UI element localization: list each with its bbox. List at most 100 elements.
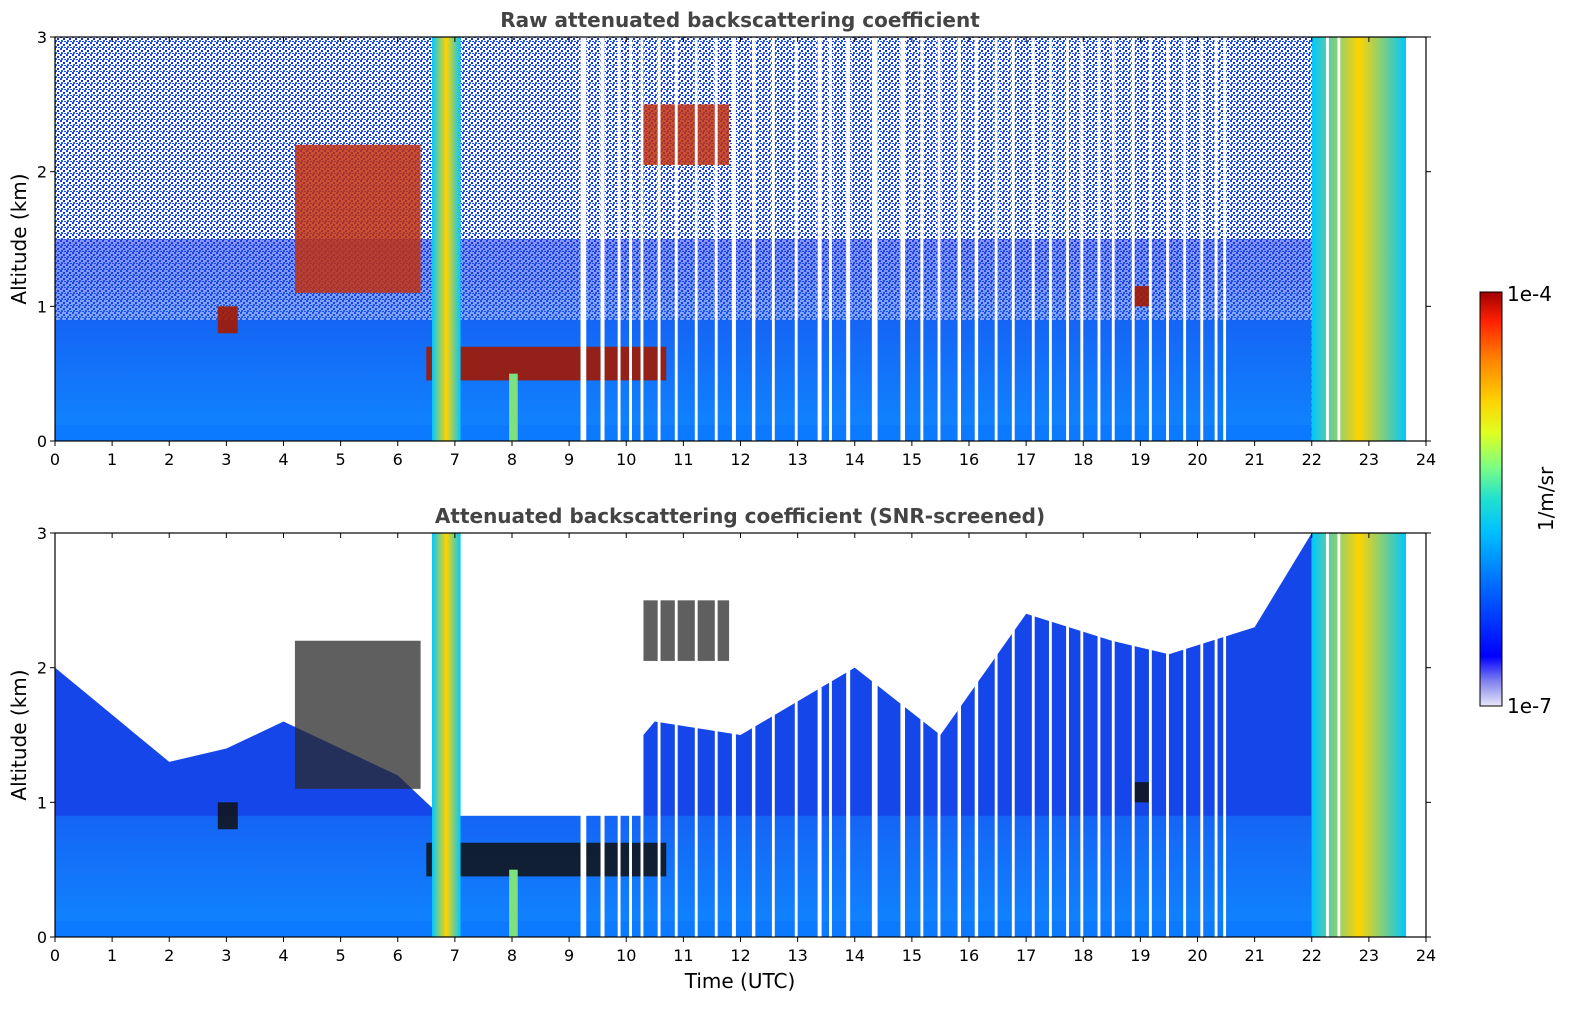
missing-data-band	[1183, 37, 1187, 441]
missing-data-band	[640, 533, 644, 937]
x-tick-label: 9	[564, 946, 574, 965]
aerosol-layer	[294, 640, 421, 789]
missing-data-band	[1131, 37, 1135, 441]
x-tick-label: 22	[1302, 946, 1322, 965]
x-tick-label: 18	[1073, 450, 1093, 469]
missing-data-band	[1066, 37, 1069, 441]
missing-data-band	[846, 533, 851, 937]
missing-data-band	[629, 37, 632, 441]
colorbar-gradient	[1479, 291, 1503, 707]
x-tick-label: 19	[1130, 946, 1150, 965]
snr-screened-panel: Attenuated backscattering coefficient (S…	[7, 504, 1436, 993]
missing-data-band	[674, 37, 678, 441]
y-tick-label: 1	[37, 297, 47, 316]
missing-data-band	[771, 37, 775, 441]
y-tick-label: 0	[37, 432, 47, 451]
x-tick-label: 2	[164, 450, 174, 469]
x-tick-label: 13	[787, 450, 807, 469]
missing-data-band	[600, 37, 605, 441]
x-axis-ticks: 0 1 2 3 4 5 6 7 8 9 10 11 12 13 14 15 16 17 18 19 20 21 22 23 24	[50, 37, 1436, 469]
missing-data-band	[900, 533, 906, 937]
x-tick-label: 18	[1073, 946, 1093, 965]
missing-data-band	[920, 533, 924, 937]
x-tick-label: 16	[959, 946, 979, 965]
y-tick-label: 2	[37, 163, 47, 182]
missing-data-band	[580, 37, 587, 441]
x-tick-label: 3	[221, 946, 231, 965]
y-tick-label: 3	[37, 524, 47, 543]
missing-data-band	[1111, 37, 1115, 441]
x-tick-label: 4	[278, 946, 288, 965]
missing-data-band	[714, 37, 718, 441]
missing-data-band	[994, 533, 998, 937]
missing-data-band	[937, 533, 941, 937]
precipitation	[432, 533, 461, 937]
x-tick-label: 21	[1244, 450, 1264, 469]
missing-data-band	[1097, 533, 1101, 937]
x-tick-label: 6	[393, 946, 403, 965]
missing-data-band	[871, 37, 878, 441]
x-tick-label: 4	[278, 450, 288, 469]
cloud	[1131, 286, 1152, 307]
missing-data-band	[1406, 37, 1426, 441]
x-tick-label: 14	[845, 450, 865, 469]
aerosol-layer	[294, 144, 421, 293]
missing-data-band	[1166, 533, 1169, 937]
missing-data-band	[974, 533, 979, 937]
missing-data-band	[1406, 533, 1426, 937]
cloud	[1131, 782, 1152, 803]
low-cloud	[426, 842, 667, 877]
x-tick-label: 19	[1130, 450, 1150, 469]
panel-title-raw: Raw attenuated backscattering coefficien…	[500, 8, 980, 32]
missing-data-band	[1183, 533, 1187, 937]
missing-data-band	[1011, 37, 1015, 441]
precipitation-streak	[509, 373, 518, 441]
missing-data-band	[794, 533, 798, 937]
x-tick-label: 23	[1359, 450, 1379, 469]
raw-heatmap	[55, 37, 1426, 441]
missing-data-band	[1066, 533, 1069, 937]
missing-data-band	[751, 533, 756, 937]
x-tick-label: 16	[959, 450, 979, 469]
missing-data-band	[657, 533, 661, 937]
x-tick-label: 0	[50, 946, 60, 965]
missing-data-band	[1223, 37, 1227, 441]
x-tick-label: 2	[164, 946, 174, 965]
missing-data-band	[731, 37, 736, 441]
x-tick-label: 3	[221, 450, 231, 469]
missing-data-band	[1031, 533, 1035, 937]
y-tick-label: 2	[37, 659, 47, 678]
x-tick-label: 6	[393, 450, 403, 469]
boundary-layer	[55, 319, 1312, 441]
missing-data-band	[1214, 37, 1218, 441]
precipitation	[432, 37, 461, 441]
y-axis-ticks: 0 1 2 3	[37, 28, 1431, 451]
missing-data-band	[657, 37, 661, 441]
missing-data-band	[771, 533, 775, 937]
missing-data-band	[1080, 533, 1084, 937]
colorbar: 1e-4 1e-7 1/m/sr	[1479, 282, 1558, 718]
missing-data-band	[1031, 37, 1035, 441]
missing-data-band	[974, 37, 979, 441]
missing-data-band	[957, 533, 962, 937]
x-tick-label: 20	[1187, 450, 1207, 469]
missing-data-band	[1326, 533, 1329, 937]
y-axis-label: Altitude (km)	[7, 669, 31, 800]
missing-data-band	[640, 37, 644, 441]
missing-data-band	[900, 37, 906, 441]
missing-data-band	[1214, 533, 1218, 937]
missing-data-band	[817, 37, 822, 441]
x-tick-label: 13	[787, 946, 807, 965]
x-tick-label: 9	[564, 450, 574, 469]
missing-data-band	[817, 533, 822, 937]
missing-data-band	[1200, 37, 1204, 441]
missing-data-band	[829, 37, 832, 441]
x-tick-label: 12	[730, 450, 750, 469]
missing-data-band	[629, 533, 632, 937]
x-tick-label: 24	[1416, 946, 1436, 965]
x-tick-label: 8	[507, 946, 517, 965]
missing-data-band	[1166, 37, 1169, 441]
x-axis-label: Time (UTC)	[684, 969, 796, 993]
colorbar-max-label: 1e-4	[1507, 282, 1552, 306]
